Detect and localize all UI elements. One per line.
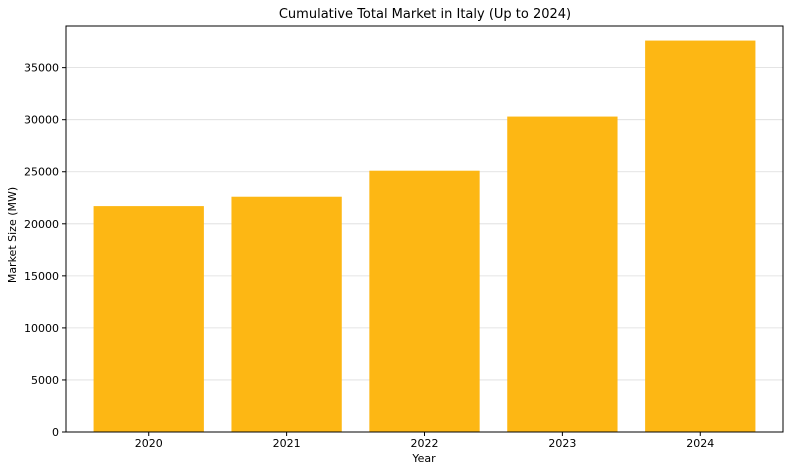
y-tick-label: 0 bbox=[52, 426, 59, 439]
tick-labels: 0 5000 10000 15000 20000 25000 30000 35000 2020 2… bbox=[24, 62, 714, 450]
plot-frame bbox=[65, 25, 784, 433]
x-tick-label: 2020 bbox=[135, 437, 163, 450]
x-tick-label: 2021 bbox=[273, 437, 301, 450]
bar-2024 bbox=[645, 40, 756, 432]
axes bbox=[62, 25, 784, 436]
x-tick-label: 2022 bbox=[411, 437, 439, 450]
bar-2023 bbox=[507, 116, 618, 433]
chart-title: Cumulative Total Market in Italy (Up to … bbox=[279, 7, 571, 22]
x-tick-label: 2023 bbox=[548, 437, 576, 450]
y-tick-label: 15000 bbox=[24, 270, 59, 283]
y-tick-label: 25000 bbox=[24, 166, 59, 179]
bar-2020 bbox=[93, 206, 204, 432]
y-tick-label: 30000 bbox=[24, 114, 59, 127]
y-tick-label: 5000 bbox=[31, 374, 59, 387]
x-tick-label: 2024 bbox=[686, 437, 714, 450]
y-axis-label: Market Size (MW) bbox=[6, 187, 19, 283]
bar-2021 bbox=[231, 196, 342, 432]
bars bbox=[93, 40, 756, 433]
y-tick-label: 20000 bbox=[24, 218, 59, 231]
y-tick-label: 35000 bbox=[24, 62, 59, 75]
bar-2022 bbox=[369, 170, 480, 432]
y-tick-label: 10000 bbox=[24, 322, 59, 335]
x-axis-label: Year bbox=[411, 452, 436, 465]
